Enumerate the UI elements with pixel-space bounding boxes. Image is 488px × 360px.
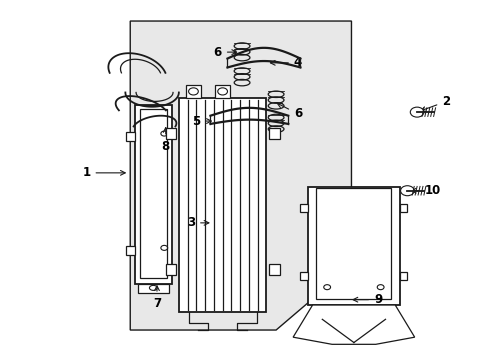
- Bar: [137, 284, 169, 293]
- Text: 4: 4: [270, 56, 302, 69]
- Bar: [165, 264, 176, 275]
- Bar: [399, 272, 407, 280]
- Ellipse shape: [400, 186, 413, 196]
- Text: 1: 1: [82, 166, 125, 179]
- Bar: [215, 85, 229, 98]
- Bar: [268, 128, 279, 139]
- Text: 2: 2: [420, 95, 449, 111]
- Ellipse shape: [409, 107, 423, 117]
- Polygon shape: [292, 305, 414, 344]
- Text: 10: 10: [410, 184, 440, 197]
- Bar: [300, 204, 307, 212]
- Text: 8: 8: [161, 127, 169, 153]
- Bar: [300, 272, 307, 280]
- Text: 6: 6: [213, 46, 236, 59]
- Bar: [268, 264, 279, 275]
- Bar: [179, 98, 266, 312]
- Polygon shape: [130, 21, 351, 330]
- Bar: [307, 187, 399, 305]
- Text: 5: 5: [191, 114, 211, 127]
- Bar: [140, 109, 166, 278]
- Bar: [186, 85, 201, 98]
- Bar: [165, 128, 176, 139]
- Text: 3: 3: [186, 216, 208, 229]
- Bar: [126, 246, 135, 255]
- Bar: [126, 132, 135, 141]
- Bar: [399, 204, 407, 212]
- Bar: [135, 105, 171, 284]
- Text: 7: 7: [153, 286, 161, 310]
- Bar: [316, 188, 390, 298]
- Text: 9: 9: [352, 293, 382, 306]
- Text: 6: 6: [277, 103, 302, 120]
